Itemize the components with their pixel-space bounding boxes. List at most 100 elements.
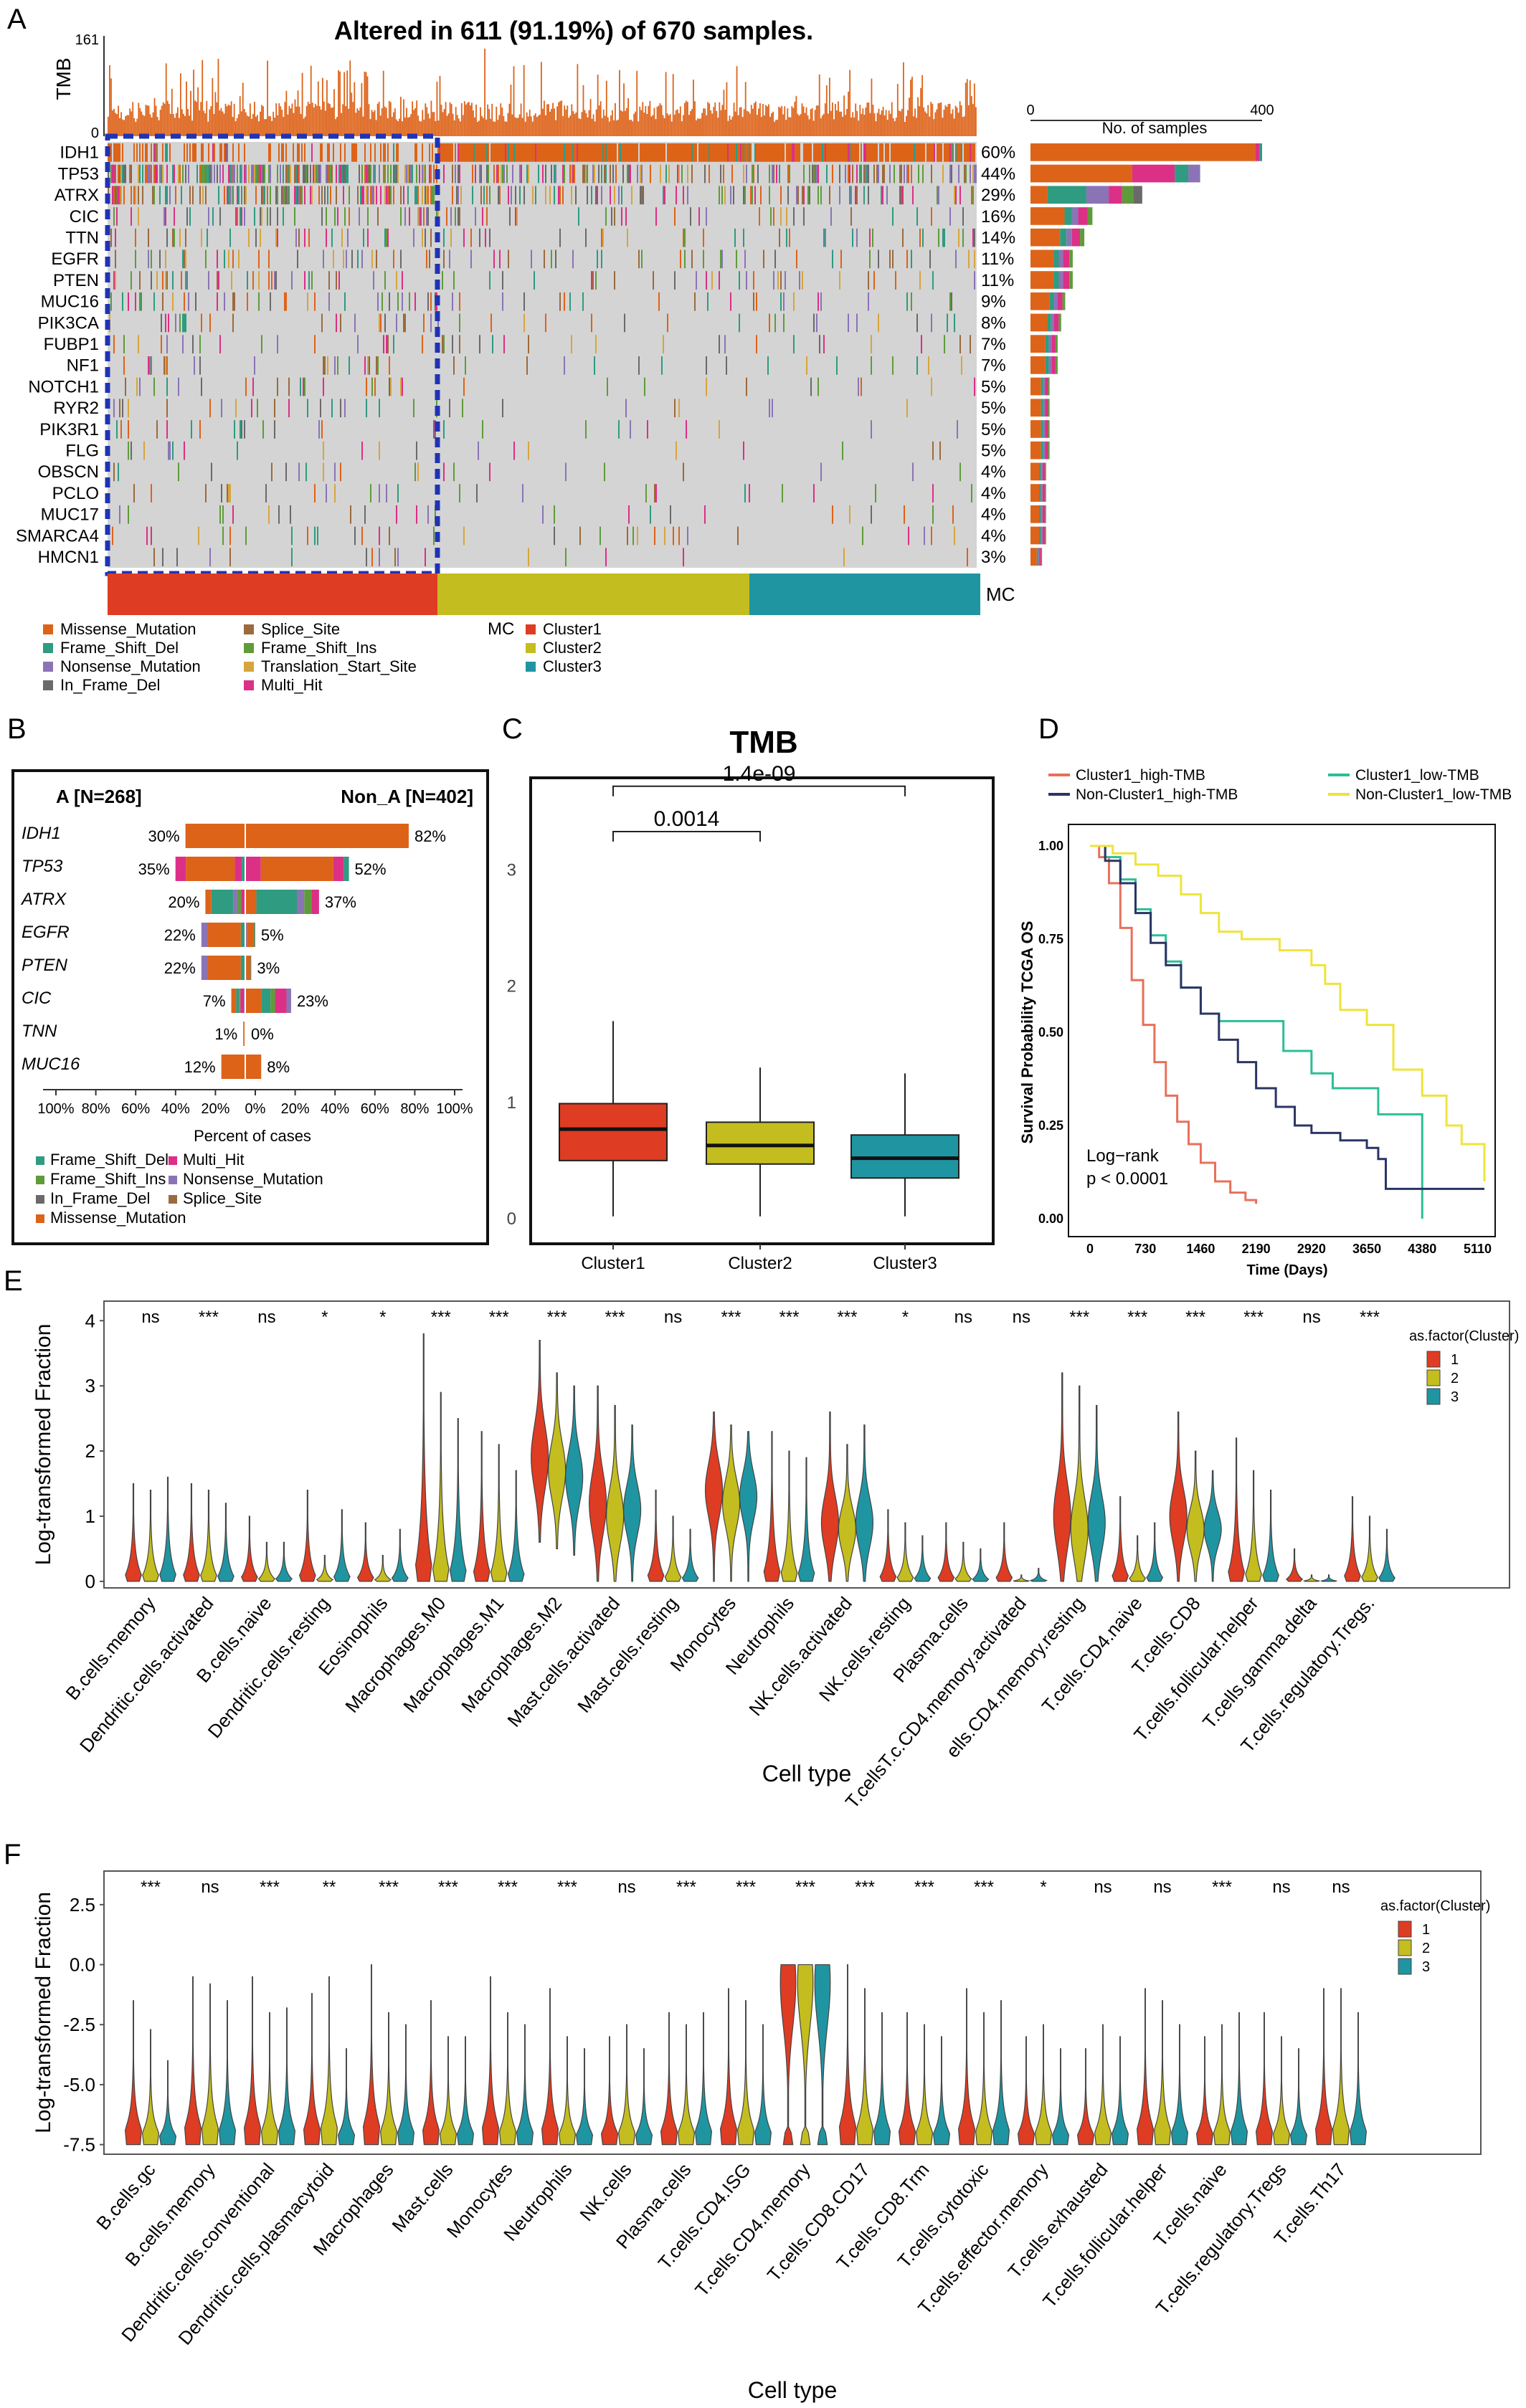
tmb-bar — [452, 113, 454, 136]
tmb-bar — [858, 120, 860, 136]
mutation-cell — [340, 143, 341, 162]
mutation-cell — [743, 164, 744, 184]
tmb-bar — [488, 109, 490, 136]
panel-b-bar — [245, 1055, 262, 1079]
panel-b-gene: PTEN — [22, 956, 68, 975]
mutation-cell — [829, 143, 830, 162]
tmb-bar — [364, 71, 366, 136]
mutation-cell — [931, 207, 932, 226]
tmb-bar — [284, 102, 286, 136]
mutation-cell — [374, 377, 376, 396]
tmb-bar — [907, 110, 909, 136]
mutation-cell — [919, 143, 921, 162]
mutation-cell — [458, 186, 459, 205]
violin-shape — [142, 1490, 159, 1582]
tmb-bar — [693, 80, 694, 136]
tmb-bar — [665, 72, 667, 136]
legend-swatch — [244, 662, 254, 672]
mutation-cell — [125, 164, 126, 184]
tmb-bar — [658, 105, 660, 136]
legend-cluster-label: Cluster1 — [543, 620, 602, 638]
mutation-cell — [618, 143, 620, 162]
tmb-bar — [265, 119, 267, 136]
mutation-cell — [614, 186, 615, 205]
mutation-cell — [585, 143, 587, 162]
violin-shape — [681, 1528, 699, 1582]
mutation-cell — [717, 143, 719, 162]
tmb-bar — [800, 114, 802, 136]
mutation-cell — [146, 526, 148, 546]
mutation-cell — [731, 143, 733, 162]
mutation-cell — [245, 186, 247, 205]
mutation-cell — [878, 164, 879, 184]
mutation-cell — [952, 505, 954, 524]
side-bar-segment — [1058, 271, 1063, 289]
mutation-cell — [110, 228, 112, 247]
mutation-cell — [825, 228, 826, 247]
mutation-cell — [129, 164, 131, 184]
mutation-cell — [241, 164, 242, 184]
mutation-cell — [535, 143, 536, 162]
mutation-cell — [244, 207, 245, 226]
mutation-cell — [153, 164, 155, 184]
mutation-cell — [733, 186, 734, 205]
mutation-cell — [743, 143, 744, 162]
mutation-cell — [601, 143, 602, 162]
violin-significance: *** — [547, 1308, 567, 1327]
tmb-max-label: 161 — [75, 32, 99, 48]
mutation-cell — [861, 164, 862, 184]
mutation-cell — [311, 186, 313, 205]
violin-shape — [337, 2048, 356, 2146]
legend-swatch — [43, 680, 53, 690]
mutation-cell — [951, 164, 952, 184]
panel-b-bar-seg — [245, 890, 257, 914]
tmb-bar — [923, 107, 925, 136]
violin-y-tick: -7.5 — [63, 2134, 95, 2156]
mutation-cell — [192, 335, 194, 353]
mutation-cell — [683, 143, 684, 162]
side-bar-segment — [1069, 271, 1073, 289]
mutation-cell — [561, 143, 562, 162]
mutation-cell — [855, 186, 856, 205]
mutation-cell — [284, 292, 285, 311]
mutation-cell — [227, 186, 228, 205]
mutation-cell — [888, 143, 889, 162]
mutation-cell — [364, 505, 366, 524]
mutation-cell — [429, 143, 430, 162]
tmb-bar — [343, 72, 346, 136]
mutation-cell — [323, 441, 324, 460]
panel-b-bar — [221, 1055, 245, 1079]
mutation-cell — [470, 143, 472, 162]
mutation-cell — [366, 186, 367, 205]
tmb-bar — [772, 111, 774, 136]
mutation-cell — [284, 186, 285, 205]
violin-shape — [995, 1522, 1013, 1582]
side-bar-segment — [1042, 462, 1046, 481]
panel-b-bar-seg — [208, 956, 241, 980]
mutation-cell — [270, 207, 271, 226]
mutation-cell — [746, 377, 747, 396]
mutation-cell — [750, 186, 752, 205]
survival-plot: 0.000.250.500.751.000 730 1460 2190 2920 3650… — [1018, 824, 1496, 1278]
mutation-cell — [189, 207, 191, 226]
tmb-bar — [832, 103, 833, 136]
tmb-bar — [342, 104, 344, 136]
tmb-bar — [400, 96, 402, 136]
mutation-cell — [595, 143, 597, 162]
mutation-cell — [582, 292, 584, 311]
tmb-bar — [592, 114, 594, 136]
mutation-cell — [328, 271, 330, 290]
tmb-bar — [615, 103, 616, 136]
mutation-cell — [496, 164, 498, 184]
mutation-cell — [674, 207, 676, 226]
tmb-bar — [523, 65, 525, 136]
tmb-bar — [336, 117, 338, 136]
tmb-bar — [565, 109, 567, 136]
mutation-cell — [653, 143, 654, 162]
mutation-cell — [931, 143, 932, 162]
mutation-cell — [773, 207, 774, 226]
mutation-cell — [437, 143, 439, 162]
mutation-cell — [255, 186, 257, 205]
mutation-cell — [498, 186, 499, 205]
tmb-bar — [969, 80, 971, 136]
